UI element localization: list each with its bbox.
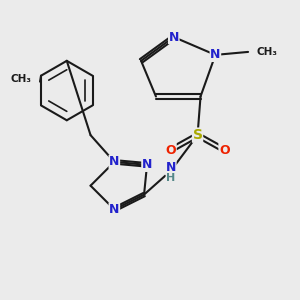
Text: N: N bbox=[109, 155, 119, 168]
Text: N: N bbox=[109, 203, 119, 216]
Text: N: N bbox=[166, 161, 176, 174]
Text: N: N bbox=[142, 158, 152, 171]
Text: O: O bbox=[166, 143, 176, 157]
Text: S: S bbox=[193, 128, 202, 142]
Text: H: H bbox=[166, 173, 176, 183]
Text: CH₃: CH₃ bbox=[257, 47, 278, 57]
Text: O: O bbox=[219, 143, 230, 157]
Text: N: N bbox=[169, 31, 179, 44]
Text: N: N bbox=[210, 48, 220, 62]
Text: CH₃: CH₃ bbox=[10, 74, 31, 84]
